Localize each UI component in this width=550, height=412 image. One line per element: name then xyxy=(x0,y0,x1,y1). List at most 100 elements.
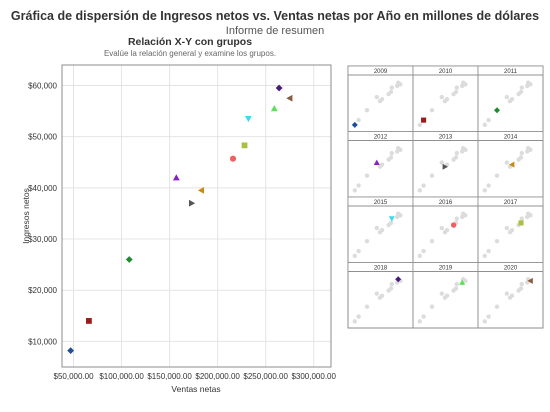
facet-ghost-point xyxy=(504,160,509,165)
facet-point-2020 xyxy=(527,277,533,284)
facet-label: 2011 xyxy=(504,69,518,75)
facet-2009: 2009 xyxy=(347,65,414,132)
facet-ghost-point xyxy=(509,227,515,233)
facet-ghost-point xyxy=(398,147,403,153)
facet-ghost-point xyxy=(504,225,509,231)
facet-point-2010 xyxy=(421,117,427,123)
facet-ghost-point xyxy=(356,117,361,123)
facet-ghost-point xyxy=(504,291,509,296)
facet-ghost-point xyxy=(439,94,444,100)
facet-ghost-point xyxy=(388,286,394,291)
facet-ghost-point xyxy=(482,188,487,193)
facet-point-2017 xyxy=(518,220,524,226)
facet-ghost-point xyxy=(482,253,487,259)
facet-ghost-point xyxy=(518,155,524,160)
point-2014 xyxy=(197,187,205,194)
point-2015 xyxy=(244,116,252,123)
facet-ghost-point xyxy=(352,253,357,259)
facet-label: 2010 xyxy=(439,69,453,75)
facet-ghost-point xyxy=(453,286,459,291)
facet-ghost-point xyxy=(494,304,500,309)
facet-2014: 2014 xyxy=(477,131,544,198)
facet-ghost-point xyxy=(379,162,385,167)
point-2018 xyxy=(275,84,283,92)
point-2017 xyxy=(241,142,248,149)
facet-ghost-point xyxy=(352,188,357,193)
facet-ghost-point xyxy=(518,89,524,95)
facet-point-2019 xyxy=(459,279,466,285)
facet-ghost-point xyxy=(504,94,509,100)
facet-ghost-point xyxy=(444,293,450,298)
facet-ghost-point xyxy=(528,147,533,153)
facet-ghost-point xyxy=(525,280,530,285)
facet-ghost-point xyxy=(364,108,370,113)
facet-point-2009 xyxy=(351,121,358,128)
facet-label: 2017 xyxy=(504,200,518,206)
facet-ghost-point xyxy=(388,220,394,226)
x-tick-label: $50,000.00 xyxy=(54,372,95,381)
facet-label: 2012 xyxy=(374,135,388,141)
y-tick-label: $10,000 xyxy=(28,337,57,346)
facet-ghost-point xyxy=(421,183,426,188)
y-tick-label: $30,000 xyxy=(28,235,57,244)
facet-2017: 2017 xyxy=(477,196,544,263)
facet-ghost-point xyxy=(509,96,515,102)
facet-ghost-point xyxy=(421,248,426,254)
facet-2011: 2011 xyxy=(477,65,544,132)
facet-ghost-point xyxy=(486,314,491,319)
facet-ghost-point xyxy=(389,281,394,287)
facet-2019: 2019 xyxy=(412,262,479,329)
facet-label: 2019 xyxy=(439,266,453,272)
facet-ghost-point xyxy=(444,96,450,102)
facet-ghost-point xyxy=(528,213,533,218)
facet-ghost-point xyxy=(429,108,435,113)
facet-ghost-point xyxy=(518,286,524,291)
point-2011 xyxy=(125,256,133,263)
facet-ghost-point xyxy=(417,122,422,128)
facet-panels: 2009 2010 2011 2012 2013 2014 2015 2016 2017 2018… xyxy=(347,65,544,329)
facet-ghost-point xyxy=(454,85,459,90)
facet-ghost-point xyxy=(388,89,394,95)
facet-ghost-point xyxy=(463,147,468,153)
facet-ghost-point xyxy=(519,85,524,90)
point-2012 xyxy=(172,174,180,181)
facet-2013: 2013 xyxy=(412,131,479,198)
facet-ghost-point xyxy=(356,248,361,254)
facet-point-2014 xyxy=(509,161,515,168)
facet-ghost-point xyxy=(486,117,491,123)
facet-ghost-point xyxy=(486,248,491,254)
facet-ghost-point xyxy=(356,314,361,319)
facet-ghost-point xyxy=(364,304,370,309)
facet-ghost-point xyxy=(494,239,500,244)
facet-ghost-point xyxy=(417,253,422,259)
facet-point-2015 xyxy=(388,216,395,222)
y-axis-label: Ingresos netos xyxy=(21,188,31,244)
facet-ghost-point xyxy=(528,82,533,87)
facet-point-2011 xyxy=(494,107,500,114)
facet-ghost-point xyxy=(429,239,435,244)
facet-2020: 2020 xyxy=(477,262,544,329)
facet-ghost-point xyxy=(389,85,394,90)
point-2009 xyxy=(67,347,75,355)
main-tick-labels: $50,000.00 $100,000.00 $150,000.00 $200,000… xyxy=(28,81,336,381)
point-2010 xyxy=(86,318,92,324)
facet-ghost-point xyxy=(519,281,524,287)
facet-ghost-point xyxy=(482,319,487,324)
point-2013 xyxy=(188,199,196,207)
main-plot-frame xyxy=(61,64,332,368)
facet-ghost-point xyxy=(463,82,468,87)
facet-ghost-point xyxy=(379,293,385,298)
facet-ghost-point xyxy=(364,239,370,244)
facet-2016: 2016 xyxy=(412,196,479,263)
facet-ghost-point xyxy=(439,160,444,165)
facet-ghost-point xyxy=(444,227,450,233)
facet-label: 2009 xyxy=(374,69,388,75)
facet-ghost-point xyxy=(439,291,444,296)
facet-ghost-point xyxy=(439,225,444,231)
facet-ghost-point xyxy=(398,213,403,218)
facet-ghost-point xyxy=(374,225,379,231)
facet-ghost-point xyxy=(463,213,468,218)
facet-label: 2020 xyxy=(504,266,518,272)
chart-title: Gráfica de dispersión de Ingresos netos … xyxy=(10,9,540,23)
